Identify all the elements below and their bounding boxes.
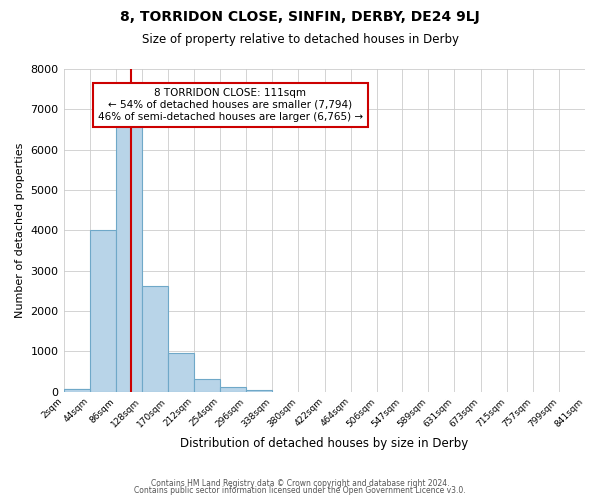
Bar — [116, 126, 142, 392]
Bar — [64, 389, 89, 392]
Bar — [168, 354, 194, 392]
Bar — [89, 230, 116, 392]
Bar — [220, 386, 246, 392]
Y-axis label: Number of detached properties: Number of detached properties — [15, 142, 25, 318]
Text: Size of property relative to detached houses in Derby: Size of property relative to detached ho… — [142, 32, 458, 46]
Text: Contains HM Land Registry data © Crown copyright and database right 2024.: Contains HM Land Registry data © Crown c… — [151, 478, 449, 488]
Bar — [246, 390, 272, 392]
Bar — [194, 379, 220, 392]
Bar — [142, 286, 168, 392]
Bar — [64, 389, 89, 392]
Text: 8, TORRIDON CLOSE, SINFIN, DERBY, DE24 9LJ: 8, TORRIDON CLOSE, SINFIN, DERBY, DE24 9… — [120, 10, 480, 24]
Text: 8 TORRIDON CLOSE: 111sqm
← 54% of detached houses are smaller (7,794)
46% of sem: 8 TORRIDON CLOSE: 111sqm ← 54% of detach… — [98, 88, 363, 122]
Text: Contains public sector information licensed under the Open Government Licence v3: Contains public sector information licen… — [134, 486, 466, 495]
X-axis label: Distribution of detached houses by size in Derby: Distribution of detached houses by size … — [180, 437, 469, 450]
